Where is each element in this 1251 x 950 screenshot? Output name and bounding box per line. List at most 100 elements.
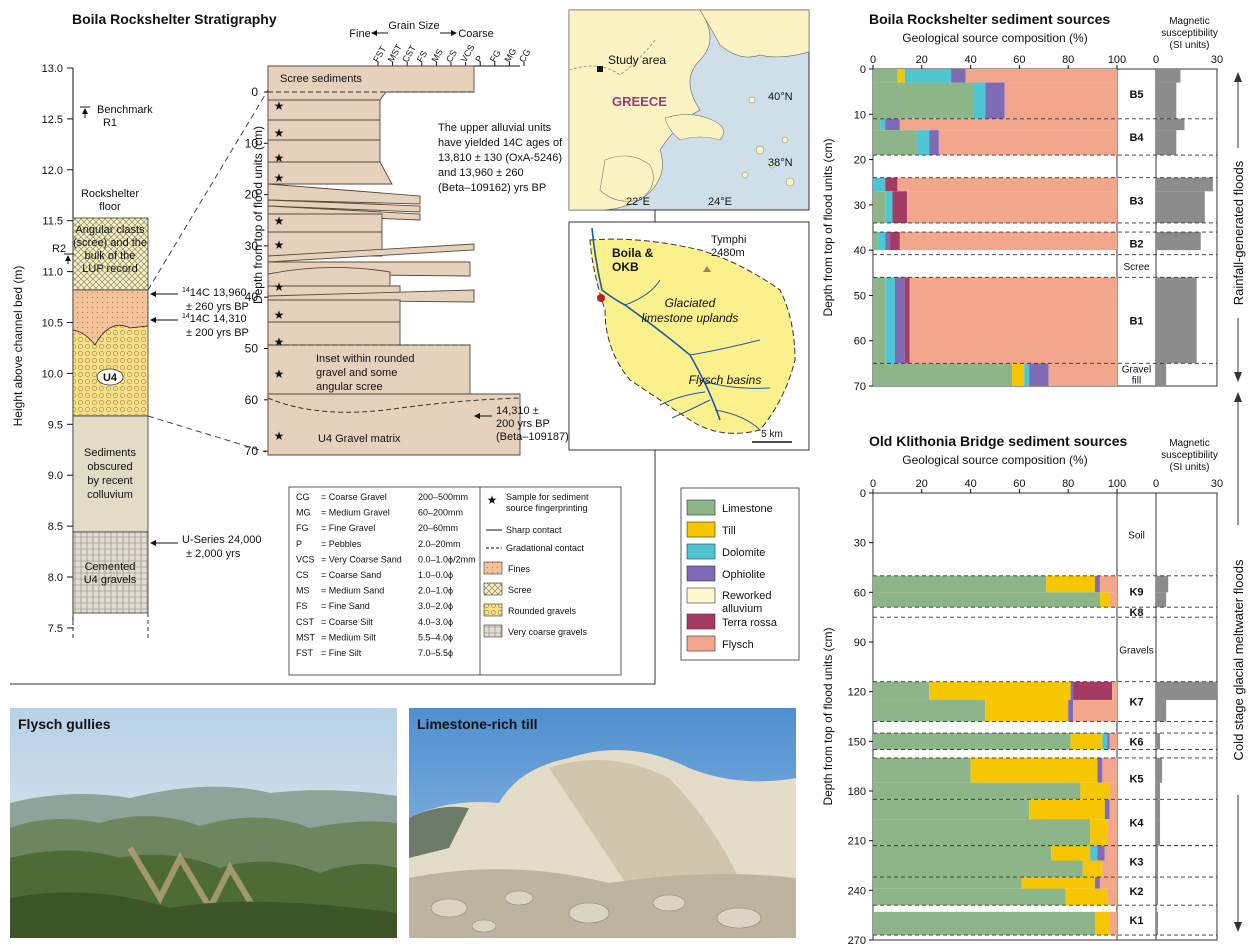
log-tick-label: 10 (245, 136, 259, 150)
mag-bar (1156, 191, 1205, 223)
legend-code: MG (296, 508, 311, 518)
unit-scree-fill (72, 217, 149, 291)
bar-segment-dolomite (1024, 363, 1030, 386)
scale-label: 5 km (761, 429, 783, 440)
bar-segment-flysch (1109, 911, 1117, 936)
tributaries (624, 279, 771, 431)
date2-line1: 1414C 14,310 (182, 313, 247, 325)
bar-segment-terra-rossa (892, 191, 908, 223)
source-swatch-dolomite (686, 543, 716, 560)
legend-sharp-text: Sharp contact (506, 525, 562, 535)
date1-text: 14C 13,960 (190, 287, 247, 299)
rainfall-arrow-head-top (1234, 72, 1242, 82)
catchment-area (589, 238, 796, 434)
log-bed (267, 289, 475, 303)
legend-range: 2.0–1.0ϕ (418, 586, 453, 596)
bar-segment-dolomite (877, 232, 886, 251)
bar-segment-terra-rossa (890, 232, 900, 251)
bar-segment-ophiolite (1097, 757, 1103, 783)
legend-name: = Pebbles (321, 539, 362, 549)
chart-xlabel: Geological source composition (%) (902, 453, 1087, 467)
bar-segment-limestone (873, 860, 1083, 878)
scree-label-line: LUP record (82, 263, 137, 275)
inset-note: Inset within rounded gravel and some angul… (316, 353, 414, 393)
source-label: Till (722, 525, 736, 537)
bar-segment-flysch (1109, 733, 1117, 750)
source-label: Terra rossa (722, 617, 778, 629)
photo-limestone-till: Limestone-rich till (409, 708, 796, 938)
mag-bar (1156, 911, 1159, 936)
chart-ylabel: Depth from top of flood units (cm) (821, 627, 835, 805)
x-tick-label: 60 (1013, 54, 1025, 66)
log-tick-label: 0 (251, 85, 258, 99)
bar-segment-flysch (1107, 819, 1117, 846)
mag-bar (1156, 699, 1167, 722)
site-label-1: Boila & (612, 246, 654, 260)
basins-label: Flysch basins (689, 373, 762, 387)
strat-tick-label: 8.5 (48, 521, 63, 533)
bar-segment-limestone (873, 757, 971, 783)
source-swatch-flysch (686, 635, 716, 652)
log-y-ticks: 0 10 20 30 40 50 60 70 (245, 85, 268, 458)
legend-name: = Medium Sand (321, 586, 384, 596)
ages-note-line: The upper alluvial units (438, 122, 552, 134)
mag-bar (1156, 130, 1177, 156)
mag-bar (1156, 888, 1159, 906)
bar-segment-till (929, 681, 1071, 700)
peak-marker (703, 266, 711, 272)
log-tick-label: 70 (245, 444, 259, 458)
bar-segment-ophiolite (951, 69, 966, 83)
bar-segment-limestone (873, 888, 1066, 906)
bar-segment-flysch (1104, 845, 1117, 861)
obscured-label-line: obscured (87, 461, 132, 473)
unit-label: B4 (1129, 132, 1144, 144)
legend-range: 200–500mm (418, 492, 468, 502)
y-tick-label: 60 (854, 336, 866, 348)
unit-label: Soil (1128, 530, 1145, 541)
mag-label: susceptibility (1161, 28, 1218, 39)
y-tick-label: 60 (854, 587, 866, 599)
mag-bar (1156, 877, 1159, 889)
unit-u4-badge (96, 368, 124, 386)
mag-label: (SI units) (1169, 462, 1209, 473)
scree-label-line: bulk of the (85, 250, 136, 262)
bar-segment-dolomite (885, 277, 895, 364)
y-tick-label: 210 (848, 836, 866, 848)
bar-segment-till (1070, 733, 1103, 750)
cold-label-bg (1230, 525, 1246, 795)
x-tick-label: 20 (916, 54, 928, 66)
main-river (591, 227, 721, 421)
lon-left-label: 22°E (626, 196, 650, 208)
source-label: Reworked (722, 590, 772, 602)
bar-segment-flysch (1099, 877, 1117, 889)
islands (741, 96, 795, 187)
date3-line2: ± 2,000 yrs (186, 548, 241, 560)
source-legend: Limestone Till Dolomite Ophiolite Reworkedal… (680, 487, 800, 661)
y-tick-label: 180 (848, 786, 866, 798)
unit-label: K3 (1129, 856, 1143, 868)
grain-legend: CG = Coarse Gravel 200–500mm MG = Medium Gra… (288, 486, 622, 676)
bar-segment-dolomite (973, 82, 986, 119)
log-bed (267, 199, 421, 213)
x-tick-label: 0 (870, 54, 876, 66)
bar-segment-dolomite (880, 118, 886, 131)
mag-label: susceptibility (1161, 450, 1218, 461)
sample-star: ★ (274, 126, 285, 140)
mag-bar (1156, 277, 1197, 364)
strat-tick-label: 10.5 (42, 318, 63, 330)
mag-bar (1156, 592, 1167, 608)
legend-range: 1.0–0.0ϕ (418, 570, 453, 580)
grain-code: CG (517, 47, 532, 64)
legend-range: 20–60mm (418, 523, 458, 533)
unit-label: K9 (1129, 587, 1143, 599)
legend-fill-swatch (483, 603, 503, 617)
peak-label-2: 2480m (711, 247, 745, 259)
grain-code: FST (371, 44, 388, 64)
uplands-label-1: Glaciated (665, 296, 716, 310)
log-y-label: Depth from top of flood units (cm) (251, 126, 265, 304)
border-line (568, 39, 656, 76)
y-tick-label: 70 (854, 381, 866, 393)
